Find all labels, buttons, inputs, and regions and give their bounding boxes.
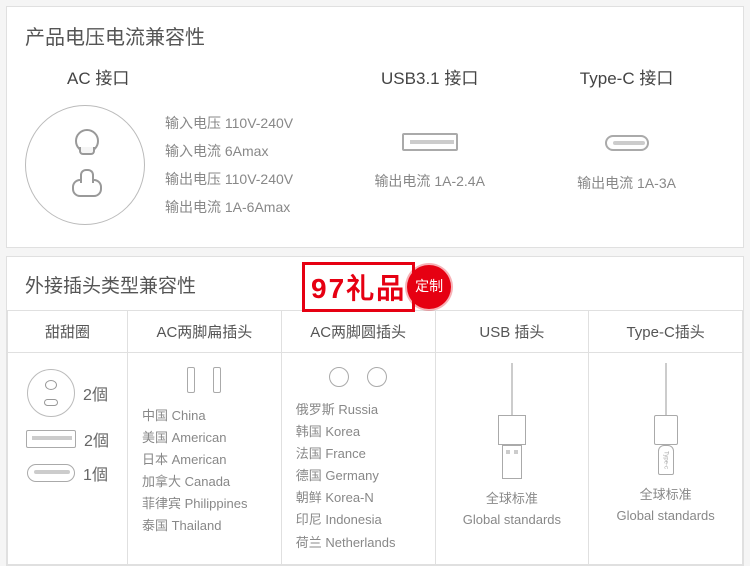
country-item: 朝鲜 Korea-N (296, 487, 427, 509)
usb-header: USB3.1 接口 (381, 64, 478, 89)
watermark-seal-icon: 定制 (407, 265, 451, 309)
usb-column: USB3.1 接口 输出电流 1A-2.4A (331, 64, 528, 225)
ac-spec-line: 输出电流 1A-6Amax (165, 197, 293, 217)
voltage-compatibility-section: 产品电压电流兼容性 AC 接口 输入电压 110V-240V 输入电流 6Ama… (6, 6, 744, 248)
typec-port-icon (605, 135, 649, 151)
typec-global-label: 全球标准 Global standards (597, 485, 734, 527)
country-item: 美国 American (142, 427, 273, 449)
typec-cable-icon: Type-c (597, 363, 734, 475)
flat-country-list: 中国 China 美国 American 日本 American 加拿大 Can… (136, 405, 273, 538)
country-item: 法国 France (296, 443, 427, 465)
country-item: 韩国 Korea (296, 421, 427, 443)
col-usb: USB 插头 (435, 311, 589, 353)
typec-column: Type-C 接口 输出电流 1A-3A (528, 64, 725, 225)
flat-pins-icon (136, 367, 273, 393)
country-item: 泰国 Thailand (142, 515, 273, 537)
donut-round-count: 2個 (83, 381, 108, 405)
usb-plug-cell: 全球标准 Global standards (435, 353, 589, 565)
usb-port-icon (402, 133, 458, 151)
typec-header: Type-C 接口 (580, 64, 674, 89)
ac-spec-line: 输入电压 110V-240V (165, 113, 293, 133)
donut-usb-count: 2個 (84, 427, 109, 451)
watermark-text: 97礼品 (302, 262, 415, 312)
country-item: 加拿大 Canada (142, 471, 273, 493)
donut-round-icon (27, 369, 75, 417)
usb-global-label: 全球标准 Global standards (444, 489, 581, 531)
typec-plug-cell: Type-c 全球标准 Global standards (589, 353, 743, 565)
ac-specs-list: 输入电压 110V-240V 输入电流 6Amax 输出电压 110V-240V… (165, 113, 293, 217)
col-donut: 甜甜圈 (8, 311, 128, 353)
col-flat: AC两脚扁插头 (128, 311, 282, 353)
country-item: 俄罗斯 Russia (296, 399, 427, 421)
country-item: 印尼 Indonesia (296, 509, 427, 531)
country-item: 日本 American (142, 449, 273, 471)
usb-cable-icon (444, 363, 581, 479)
round-pins-icon (290, 367, 427, 387)
donut-typec-count: 1個 (83, 461, 108, 485)
donut-cell: 2個 2個 1個 (8, 353, 128, 565)
section1-title: 产品电压电流兼容性 (25, 21, 725, 50)
col-typec: Type-C插头 (589, 311, 743, 353)
country-item: 中国 China (142, 405, 273, 427)
round-country-list: 俄罗斯 Russia 韩国 Korea 法国 France 德国 Germany… (290, 399, 427, 554)
ac-spec-line: 输入电流 6Amax (165, 141, 293, 161)
col-round: AC两脚圆插头 (281, 311, 435, 353)
watermark: 97礼品 定制 (302, 262, 451, 312)
usb-output: 输出电流 1A-2.4A (374, 171, 484, 191)
ac-plug-icon (25, 105, 145, 225)
ac-column: AC 接口 输入电压 110V-240V 输入电流 6Amax 输出电压 110… (25, 64, 331, 225)
donut-typec-icon (27, 464, 75, 482)
ac-header: AC 接口 (25, 64, 331, 89)
ac-spec-line: 输出电压 110V-240V (165, 169, 293, 189)
plug-table: 甜甜圈 AC两脚扁插头 AC两脚圆插头 USB 插头 Type-C插头 2個 (7, 310, 743, 565)
flat-plug-cell: 中国 China 美国 American 日本 American 加拿大 Can… (128, 353, 282, 565)
donut-usb-icon (26, 430, 76, 448)
country-item: 德国 Germany (296, 465, 427, 487)
typec-output: 输出电流 1A-3A (577, 173, 676, 193)
country-item: 菲律宾 Philippines (142, 493, 273, 515)
round-plug-cell: 俄罗斯 Russia 韩国 Korea 法国 France 德国 Germany… (281, 353, 435, 565)
section1-grid: AC 接口 输入电压 110V-240V 输入电流 6Amax 输出电压 110… (25, 64, 725, 225)
